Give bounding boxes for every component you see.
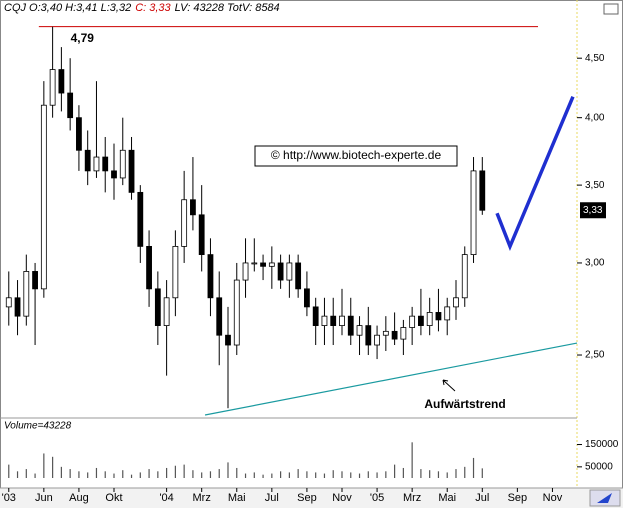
x-tick-label: '05 [370, 492, 384, 504]
candle-body [435, 312, 442, 321]
candle-body [268, 262, 275, 267]
candle-body [128, 149, 135, 193]
last-price-label: 3,33 [583, 205, 603, 216]
tool-icon [597, 493, 612, 503]
candle-body [321, 315, 328, 326]
candle-body [400, 327, 407, 340]
x-tick-label: Sep [508, 492, 528, 504]
candle-body [312, 306, 319, 326]
info-part: LV: 43228 TotV: 8584 [175, 2, 280, 14]
candle-body [295, 262, 302, 290]
info-part: C: 3,33 [135, 2, 171, 14]
x-axis-strip [0, 488, 623, 508]
candle-body [251, 262, 258, 265]
annotation-line [495, 95, 575, 252]
y-tick-label: 2,50 [585, 350, 605, 361]
candle-body [76, 117, 82, 151]
candle-body [137, 191, 144, 247]
candle-body [409, 315, 416, 328]
candle-body [111, 170, 117, 179]
annotation-line [204, 342, 578, 416]
candle-body [181, 199, 188, 247]
candle-body [49, 69, 56, 106]
y-tick-label: 3,00 [585, 258, 605, 269]
candle-body [391, 330, 398, 340]
volume-tick-label: 50000 [585, 461, 613, 472]
corner-box [603, 3, 619, 15]
candle-body [365, 325, 372, 346]
peak-label: 4,79 [71, 31, 95, 45]
x-tick-label: Mrz [193, 492, 211, 504]
candle-body [84, 149, 91, 172]
candle-body [23, 271, 30, 317]
candle-body [93, 156, 100, 172]
candle-body [339, 315, 345, 326]
x-tick-label: Aug [69, 492, 89, 504]
candle-body [58, 69, 65, 94]
annotation-label: Aufwärtstrend [424, 397, 505, 411]
candle-body [67, 92, 74, 119]
candle-body [426, 312, 433, 326]
candle-body [163, 297, 170, 326]
watermark-box [254, 145, 458, 167]
candle-body [470, 170, 477, 256]
candle-body [347, 315, 354, 336]
candle-body [461, 254, 468, 299]
x-tick-label: Jul [475, 492, 489, 504]
candle-body [32, 271, 38, 290]
y-tick-label: 3,50 [585, 180, 605, 191]
candle-body [146, 245, 152, 290]
candle-body [382, 330, 389, 336]
volume-label: Volume=43228 [4, 421, 72, 432]
x-tick-label: Okt [105, 492, 122, 504]
candle-body [330, 315, 337, 326]
candle-body [479, 170, 486, 211]
candle-body [356, 325, 363, 336]
candle-body [444, 306, 451, 321]
candle-body [198, 214, 205, 256]
candle-body [14, 297, 21, 317]
candle-body [190, 199, 196, 216]
x-tick-label: Nov [543, 492, 563, 504]
x-tick-label: Mai [228, 492, 246, 504]
annotation-arrow [442, 379, 456, 392]
candle-body [207, 254, 214, 299]
y-tick-label: 4,00 [585, 112, 605, 123]
volume-tick-label: 150000 [585, 439, 619, 450]
x-tick-label: Nov [332, 492, 352, 504]
y-tick-label: 4,50 [585, 53, 605, 64]
last-price-box [580, 202, 606, 219]
candle-body [374, 334, 380, 346]
x-tick-label: Jul [265, 492, 279, 504]
candle-body [260, 262, 266, 267]
x-tick-label: Sep [297, 492, 317, 504]
info-part: CQJ O:3,40 H:3,41 L:3,32 [4, 2, 131, 14]
candle-body [286, 262, 293, 281]
candle-body [5, 297, 12, 308]
info-line: CQJ O:3,40 H:3,41 L:3,32 C: 3,33 LV: 43228… [4, 2, 280, 14]
x-tick-label: Jun [35, 492, 53, 504]
candle-body [172, 245, 179, 299]
candle-body [102, 156, 109, 172]
candle-body [242, 262, 249, 281]
candle-body [453, 297, 459, 308]
candle-body [233, 279, 240, 346]
candle-body [225, 334, 231, 346]
candle-body [277, 262, 284, 281]
x-tick-label: Mai [438, 492, 456, 504]
x-tick-label: Mrz [403, 492, 421, 504]
x-tick-label: '04 [159, 492, 173, 504]
candle-body [119, 149, 126, 179]
candle-body [216, 297, 223, 336]
watermark: © http://www.biotech-experte.de [271, 148, 442, 162]
candle-body [418, 315, 424, 326]
x-tick-label: '03 [2, 492, 16, 504]
candle-body [304, 288, 310, 308]
candle-body [154, 288, 161, 326]
candle-body [40, 104, 47, 290]
